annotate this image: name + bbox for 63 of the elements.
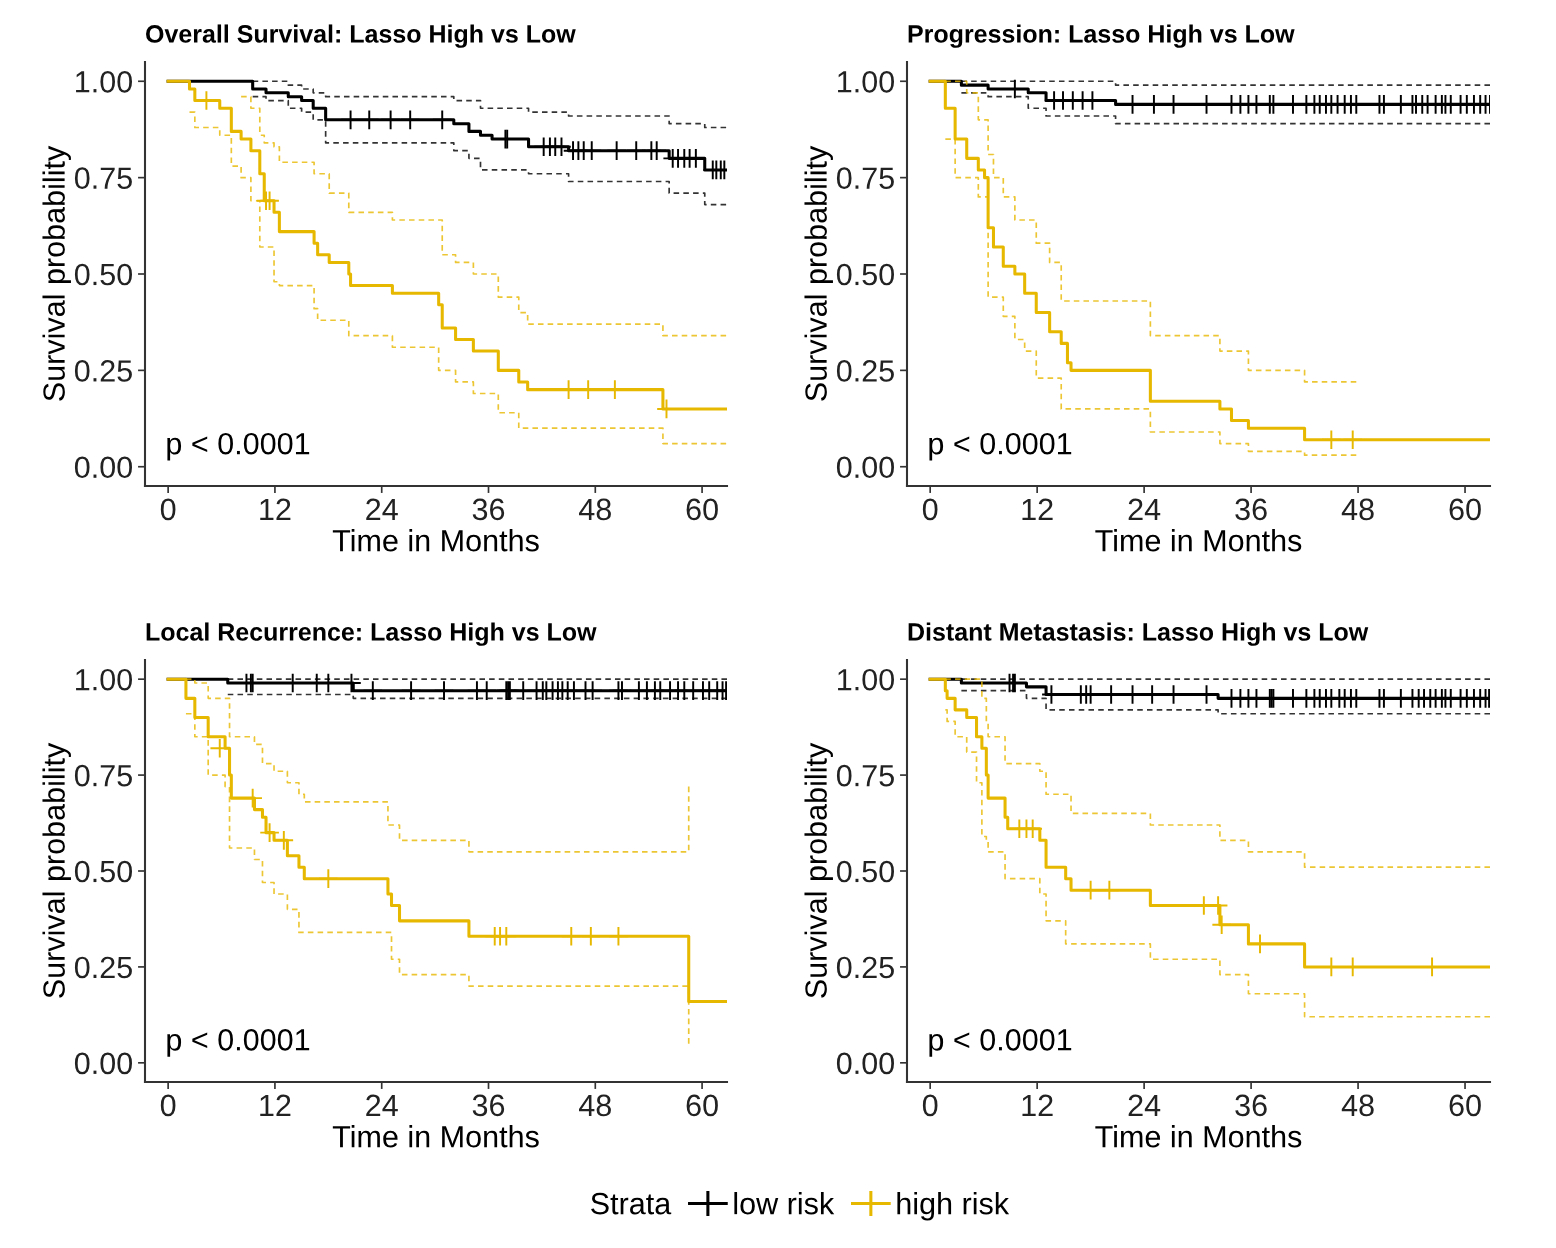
x-tick-label: 24 [1128, 1094, 1161, 1116]
x-tick-label: 48 [579, 498, 611, 521]
x-axis-title: Time in Months [1095, 1125, 1302, 1148]
y-tick-label: 0.00 [836, 1052, 895, 1075]
y-tick-label: 0.50 [836, 263, 895, 286]
y-tick-label: 0.75 [836, 764, 894, 787]
x-tick-label: 0 [922, 1094, 938, 1117]
chart-title: Local Recurrence: Lasso High vs Low [146, 622, 597, 646]
annotation: p < 0.0001 [167, 1029, 310, 1057]
y-tick-label: 0.75 [836, 167, 894, 190]
y-tick-label: 0.25 [74, 360, 132, 382]
x-tick-label: 48 [1341, 1094, 1374, 1117]
y-tick-label: 0.00 [836, 456, 895, 479]
x-tick-label: 60 [1449, 1094, 1481, 1117]
x-tick-label: 12 [1022, 1094, 1053, 1116]
x-tick-label: 0 [160, 1094, 176, 1117]
y-tick-label: 0.25 [836, 360, 894, 382]
y-tick-label: 0.50 [74, 263, 133, 286]
x-tick-label: 24 [366, 498, 398, 520]
y-tick-label: 0.25 [836, 956, 894, 979]
y-tick-label: 1.00 [838, 71, 895, 93]
annotation: p < 0.0001 [929, 432, 1072, 461]
y-tick-label: 0.75 [74, 167, 132, 190]
legend-label: high risk [897, 1192, 1010, 1221]
x-tick-label: 0 [160, 498, 176, 521]
x-tick-label: 24 [366, 1094, 398, 1116]
x-tick-label: 24 [1128, 498, 1161, 520]
x-axis-title: Time in Months [1095, 529, 1302, 552]
x-axis-title: Time in Months [332, 529, 539, 552]
x-tick-label: 60 [686, 1094, 718, 1117]
x-tick-label: 48 [1341, 498, 1374, 521]
y-tick-label: 1.00 [76, 71, 133, 93]
y-tick-label: 1.00 [76, 668, 133, 691]
y-tick-label: 1.00 [838, 668, 895, 691]
chart-title: Distant Metastasis: Lasso High vs Low [908, 622, 1369, 646]
y-tick-label: 0.00 [74, 456, 133, 479]
chart-title: Progression: Lasso High vs Low [908, 24, 1295, 48]
chart-title: Overall Survival: Lasso High vs Low [146, 24, 576, 48]
y-axis-title: Survival probability [804, 145, 833, 401]
y-tick-label: 0.50 [836, 860, 895, 883]
x-axis-title: Time in Months [332, 1125, 539, 1148]
x-tick-label: 36 [472, 1094, 505, 1117]
x-tick-label: 48 [579, 1094, 611, 1117]
x-tick-label: 36 [472, 498, 505, 521]
x-tick-label: 12 [260, 1094, 291, 1116]
y-tick-label: 0.50 [74, 860, 133, 883]
annotation: p < 0.0001 [929, 1029, 1072, 1057]
x-tick-label: 0 [922, 498, 938, 521]
x-tick-label: 36 [1235, 498, 1267, 521]
y-tick-label: 0.00 [74, 1052, 133, 1075]
y-axis-title: Survival probability [42, 742, 71, 998]
legend-title: Strata [591, 1192, 672, 1215]
x-tick-label: 12 [1022, 498, 1053, 520]
y-tick-label: 0.25 [74, 956, 132, 979]
x-tick-label: 36 [1235, 1094, 1267, 1117]
legend-label: low risk [734, 1192, 835, 1215]
x-tick-label: 60 [686, 498, 718, 521]
y-tick-label: 0.75 [74, 764, 132, 787]
x-tick-label: 12 [260, 498, 291, 520]
x-tick-label: 60 [1449, 498, 1481, 521]
y-axis-title: Survival probability [804, 742, 833, 998]
y-axis-title: Survival probability [42, 145, 71, 401]
annotation: p < 0.0001 [167, 432, 310, 461]
